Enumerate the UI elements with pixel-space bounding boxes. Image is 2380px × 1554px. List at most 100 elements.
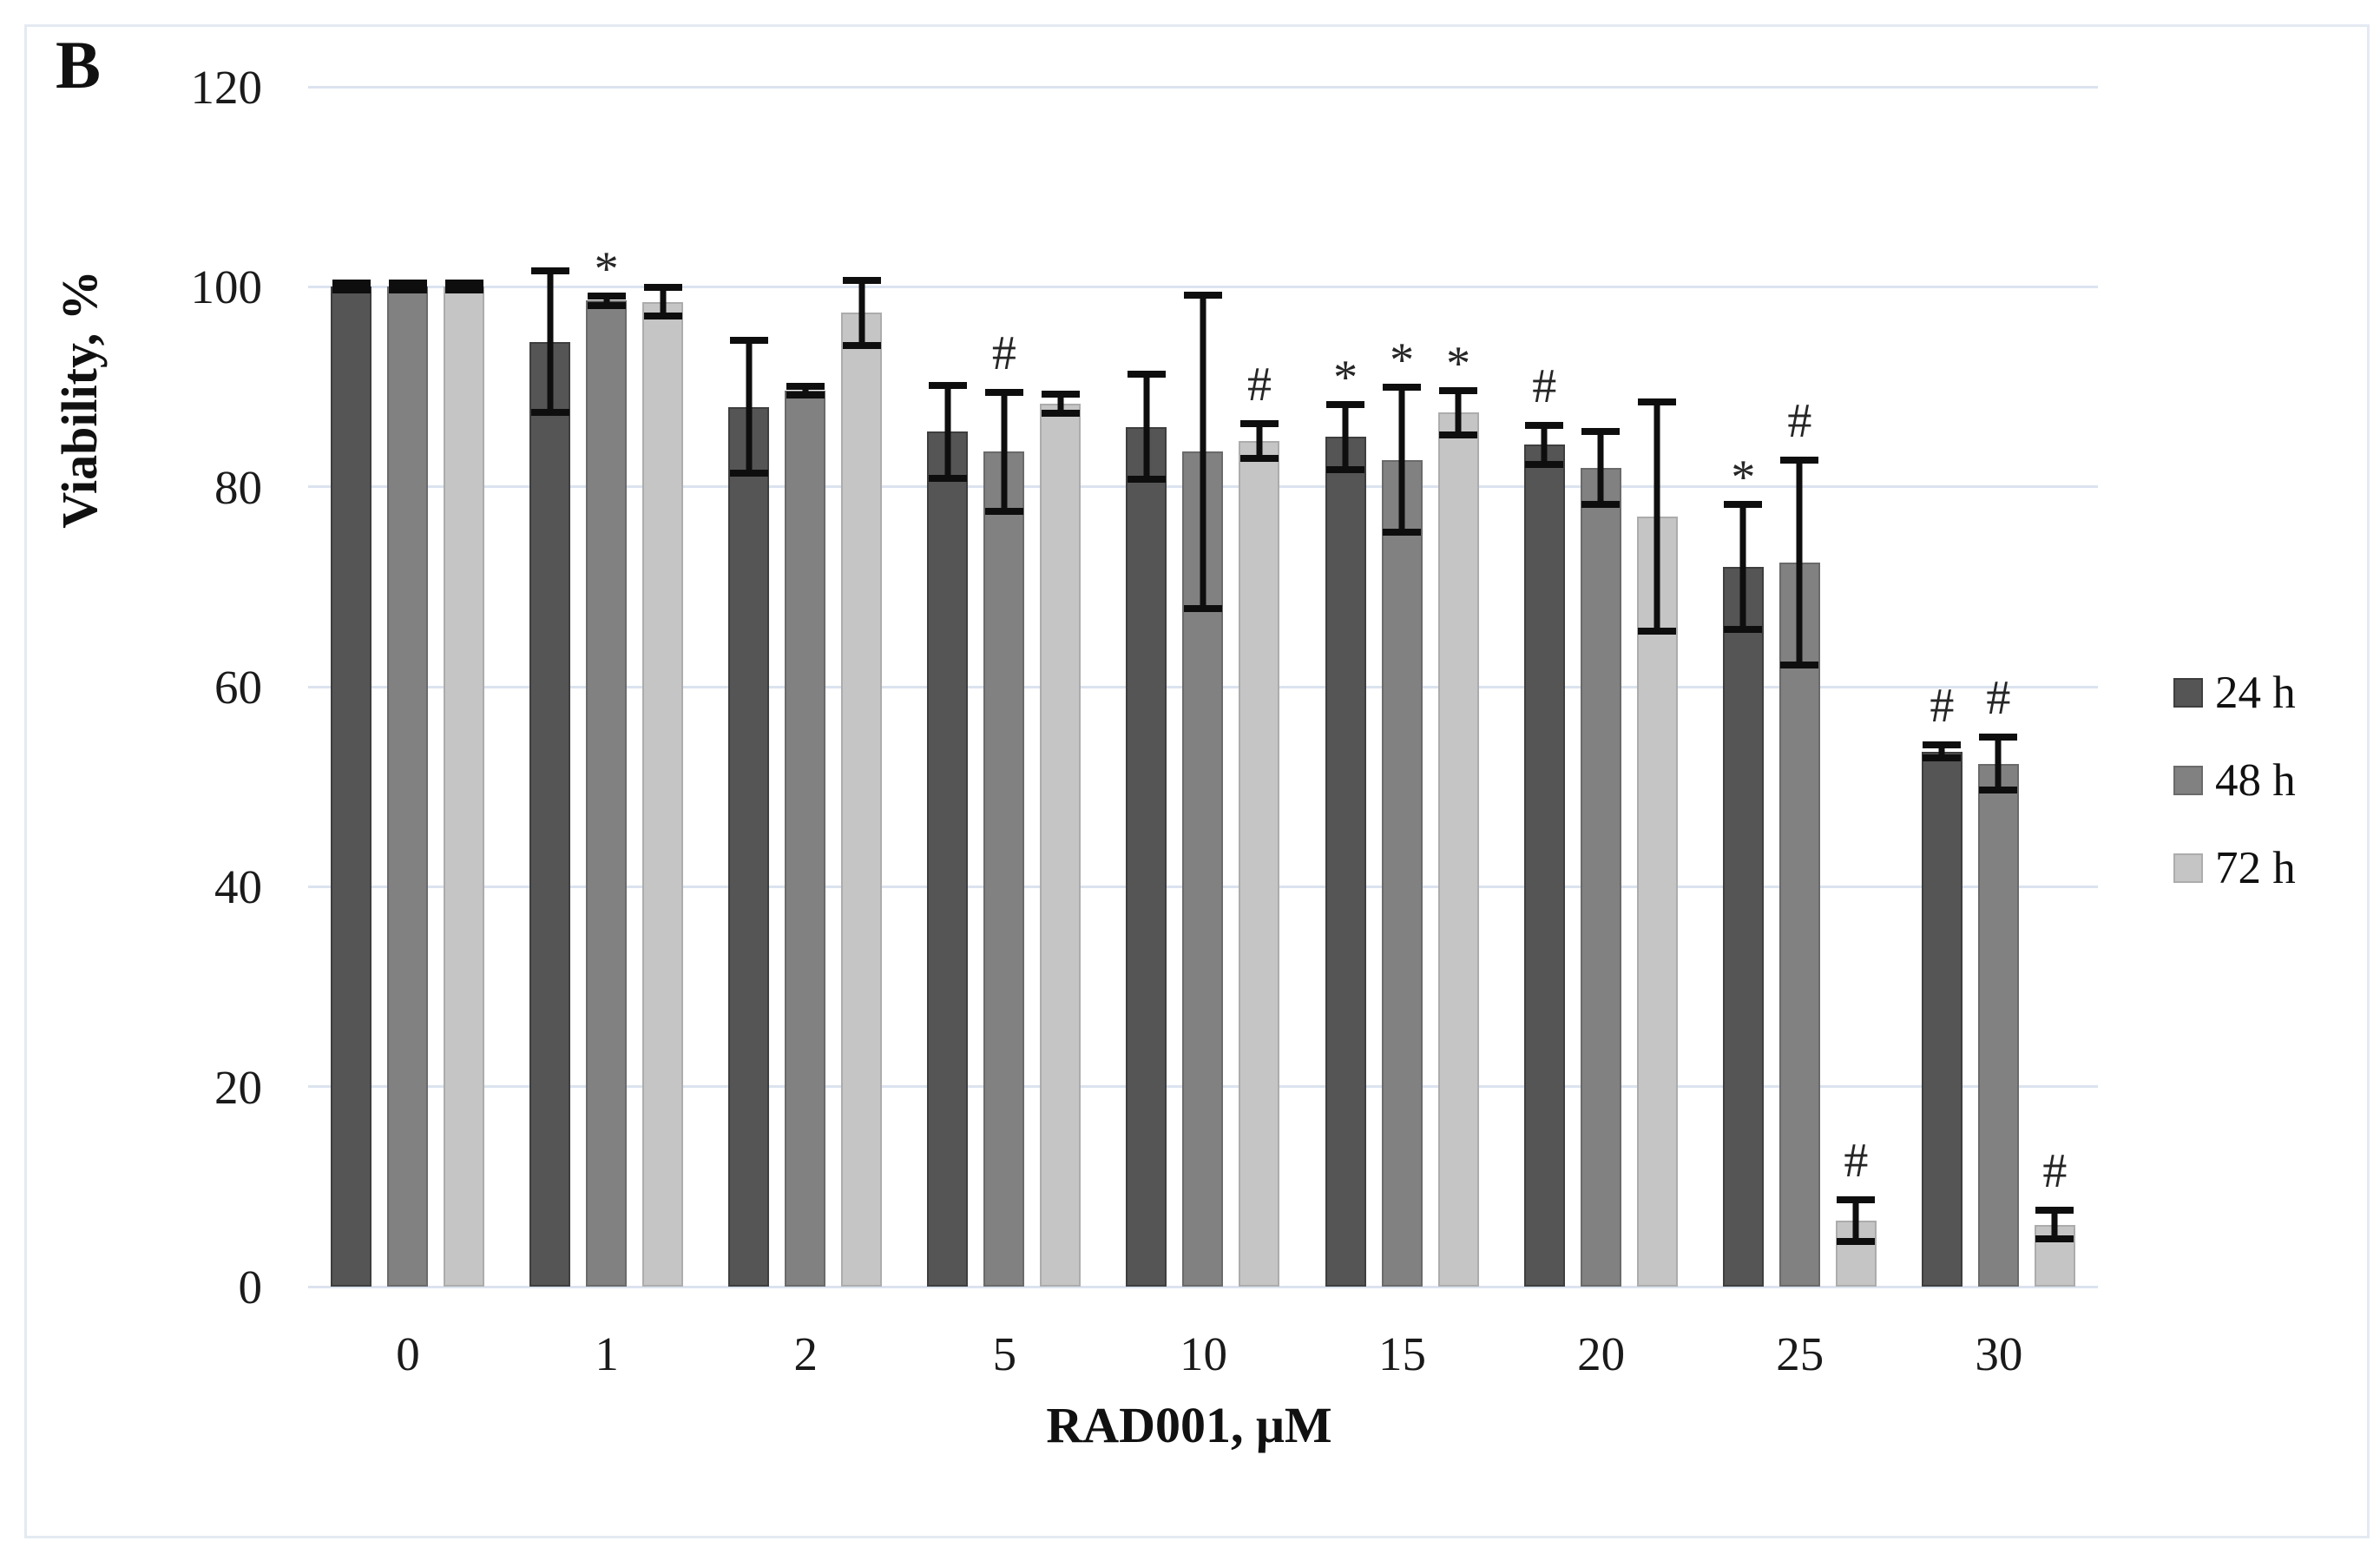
error-bar-line (746, 336, 753, 477)
gridline-y-100 (308, 285, 2098, 288)
bar-24h-dose-0 (331, 286, 372, 1287)
error-bar-24h-dose-10 (1127, 371, 1166, 484)
bar-72h-dose-1 (642, 301, 684, 1287)
legend-swatch-icon (2173, 678, 2203, 708)
y-tick-label-100: 100 (190, 260, 263, 314)
error-bar-24h-dose-1 (530, 267, 569, 416)
error-bar-cap-bottom (928, 474, 967, 482)
y-tick-label-40: 40 (214, 860, 262, 914)
error-bar-line (2051, 1206, 2058, 1243)
error-bar-48h-dose-30 (1979, 734, 2018, 794)
x-tick-label-30: 30 (1975, 1327, 2023, 1380)
bar-48h-dose-1 (586, 300, 628, 1287)
error-bar-cap-top (587, 293, 626, 300)
error-bar-48h-dose-2 (786, 382, 825, 399)
error-bar-cap-top (1383, 384, 1422, 392)
error-bar-cap-top (643, 283, 682, 291)
gridline-y-120 (308, 85, 2098, 89)
error-bar-line (1143, 371, 1150, 484)
bar-48h-dose-2 (785, 391, 826, 1287)
gridline-y-0 (308, 1285, 2098, 1288)
bar-24h-dose-1 (529, 341, 571, 1287)
bar-72h-dose-2 (841, 313, 883, 1287)
bar-72h-dose-10 (1239, 440, 1280, 1287)
error-bar-48h-dose-20 (1581, 427, 1621, 508)
error-bar-cap-top (444, 280, 483, 287)
error-bar-line (1852, 1196, 1859, 1245)
error-bar-24h-dose-20 (1525, 421, 1564, 468)
error-bar-cap-bottom (1326, 465, 1365, 473)
error-bar-line (404, 280, 411, 294)
error-bar-cap-bottom (643, 313, 682, 320)
x-tick-label-25: 25 (1776, 1327, 1824, 1380)
error-bar-cap-bottom (1780, 662, 1819, 669)
error-bar-cap-bottom (530, 408, 569, 416)
error-bar-cap-top (332, 280, 371, 287)
error-bar-cap-top (1326, 400, 1365, 408)
y-tick-label-0: 0 (238, 1261, 263, 1314)
error-bar-line (802, 382, 809, 399)
error-bar-24h-dose-25 (1724, 500, 1763, 633)
error-bar-cap-top (984, 388, 1023, 396)
bar-72h-dose-30 (2034, 1224, 2075, 1287)
legend-swatch-icon (2173, 853, 2203, 883)
error-bar-cap-top (842, 276, 881, 284)
error-bar-line (1057, 391, 1064, 418)
significance-marker-*-24h-dose-15: * (1333, 350, 1358, 405)
bar-group-2 (706, 87, 904, 1287)
bar-24h-dose-10 (1126, 426, 1167, 1287)
error-bar-24h-dose-15 (1326, 400, 1365, 473)
error-bar-cap-top (729, 336, 768, 344)
error-bar-cap-top (1923, 741, 1962, 749)
significance-marker-*-48h-dose-15: * (1390, 333, 1415, 388)
error-bar-cap-bottom (842, 341, 881, 349)
bar-48h-dose-5 (983, 451, 1025, 1287)
error-bar-48h-dose-25 (1780, 457, 1819, 669)
error-bar-line (1455, 386, 1462, 439)
significance-marker-*-24h-dose-25: * (1731, 450, 1756, 504)
error-bar-line (1597, 427, 1604, 508)
error-bar-cap-bottom (388, 286, 427, 294)
x-tick-label-0: 0 (396, 1327, 420, 1380)
bar-48h-dose-0 (387, 286, 429, 1287)
error-bar-cap-top (1183, 292, 1222, 300)
bar-24h-dose-15 (1325, 437, 1366, 1287)
significance-marker-*-72h-dose-15: * (1446, 336, 1471, 391)
significance-marker-#-48h-dose-5: # (991, 326, 1016, 380)
error-bar-cap-top (530, 267, 569, 275)
error-bar-line (1001, 388, 1008, 515)
bar-48h-dose-15 (1381, 459, 1423, 1287)
bar-group-25: * # # (1700, 87, 1899, 1287)
error-bar-cap-bottom (1183, 604, 1222, 612)
error-bar-cap-bottom (1979, 787, 2018, 794)
error-bar-cap-bottom (1127, 476, 1166, 484)
significance-marker-#-48h-dose-30: # (1986, 671, 2011, 726)
error-bar-cap-bottom (786, 392, 825, 399)
bar-72h-dose-15 (1437, 412, 1479, 1287)
error-bar-cap-top (1239, 419, 1279, 427)
legend-item-24h: 24 h (2173, 668, 2296, 718)
y-axis-title: Viability, % (51, 270, 108, 529)
error-bar-line (944, 381, 951, 482)
bar-group-1: * (507, 87, 706, 1287)
bar-group-0 (308, 87, 507, 1287)
error-bar-line (1739, 500, 1746, 633)
error-bar-cap-bottom (332, 286, 371, 294)
error-bar-line (858, 276, 865, 349)
legend-item-72h: 72 h (2173, 843, 2296, 893)
error-bar-72h-dose-10 (1239, 419, 1279, 462)
error-bar-cap-top (388, 280, 427, 287)
error-bar-72h-dose-1 (643, 283, 682, 320)
bar-24h-dose-2 (728, 406, 770, 1287)
error-bar-line (461, 280, 468, 294)
error-bar-cap-top (1525, 421, 1564, 429)
bar-group-15: * * * (1303, 87, 1502, 1287)
x-tick-label-2: 2 (793, 1327, 818, 1380)
y-tick-label-60: 60 (214, 661, 262, 714)
error-bar-line (348, 280, 355, 294)
error-bar-48h-dose-10 (1183, 292, 1222, 612)
error-bar-line (1256, 419, 1263, 462)
bar-group-30: # # # (1899, 87, 2098, 1287)
error-bar-72h-dose-20 (1638, 398, 1677, 635)
